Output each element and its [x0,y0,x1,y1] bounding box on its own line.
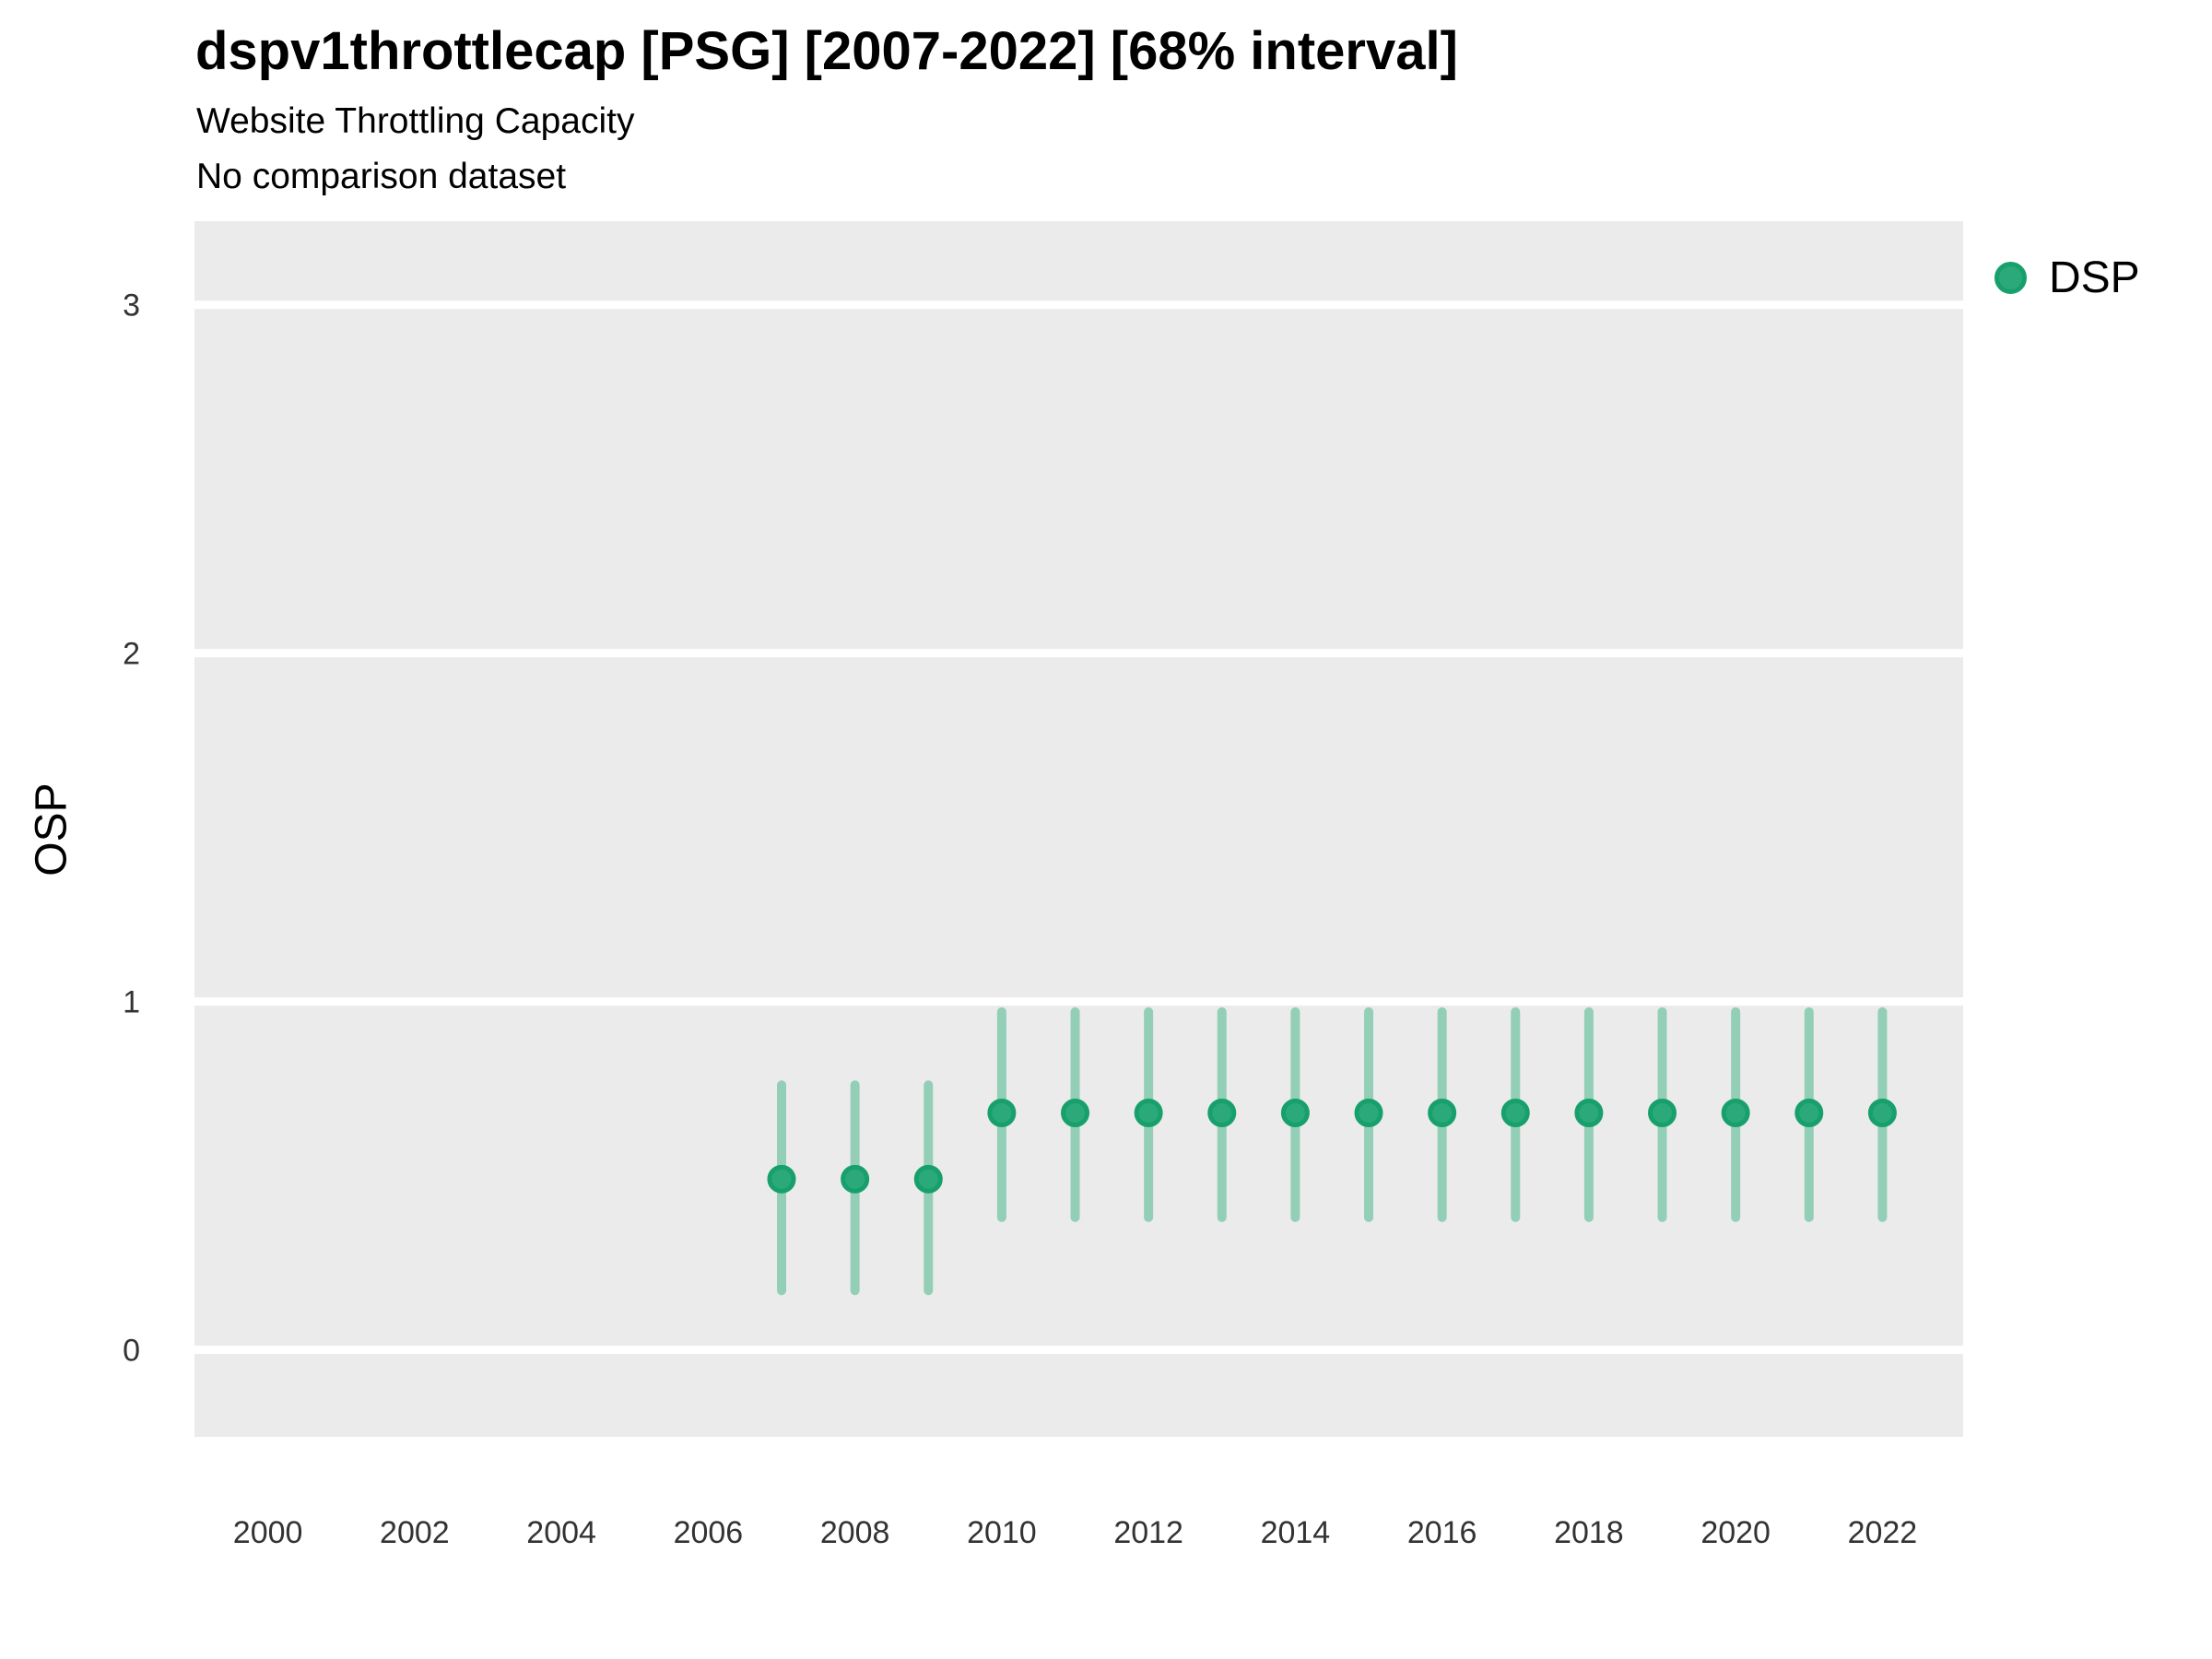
data-point-2021 [1794,1099,1824,1128]
y-tick-label: 1 [123,985,140,1020]
x-tick-label: 2002 [380,1515,450,1550]
data-point-2020 [1721,1099,1750,1128]
x-tick-label: 2006 [674,1515,744,1550]
chart-subtitle: Website Throttling Capacity [196,101,635,141]
comparison-note: No comparison dataset [196,157,567,196]
data-point-2012 [1134,1099,1163,1128]
x-tick-label: 2014 [1261,1515,1331,1550]
x-tick-label: 2012 [1113,1515,1183,1550]
x-tick-label: 2008 [820,1515,890,1550]
data-point-2010 [987,1099,1017,1128]
data-point-2009 [913,1164,943,1194]
legend-label: DSP [2049,253,2140,302]
x-tick-label: 2010 [967,1515,1037,1550]
x-tick-label: 2004 [526,1515,596,1550]
data-point-2013 [1207,1099,1237,1128]
x-tick-label: 2022 [1848,1515,1918,1550]
data-point-2019 [1648,1099,1677,1128]
plot-panel [194,221,1963,1437]
data-point-2014 [1280,1099,1310,1128]
data-point-2017 [1500,1099,1530,1128]
data-point-2016 [1428,1099,1457,1128]
data-point-2011 [1061,1099,1090,1128]
data-point-2018 [1574,1099,1604,1128]
legend: DSP [1994,253,2140,303]
legend-marker-icon [1994,262,2027,294]
x-tick-label: 2016 [1407,1515,1477,1550]
chart-title: dspv1throttlecap [PSG] [2007-2022] [68% … [195,21,1458,81]
data-point-2008 [841,1164,870,1194]
y-tick-label: 2 [123,637,140,672]
y-tick-label: 0 [123,1334,140,1369]
x-tick-label: 2020 [1700,1515,1771,1550]
x-tick-label: 2000 [233,1515,303,1550]
y-tick-label: 3 [123,288,140,324]
data-point-2007 [767,1164,796,1194]
data-point-2015 [1354,1099,1383,1128]
x-tick-label: 2018 [1554,1515,1624,1550]
data-point-2022 [1867,1099,1897,1128]
